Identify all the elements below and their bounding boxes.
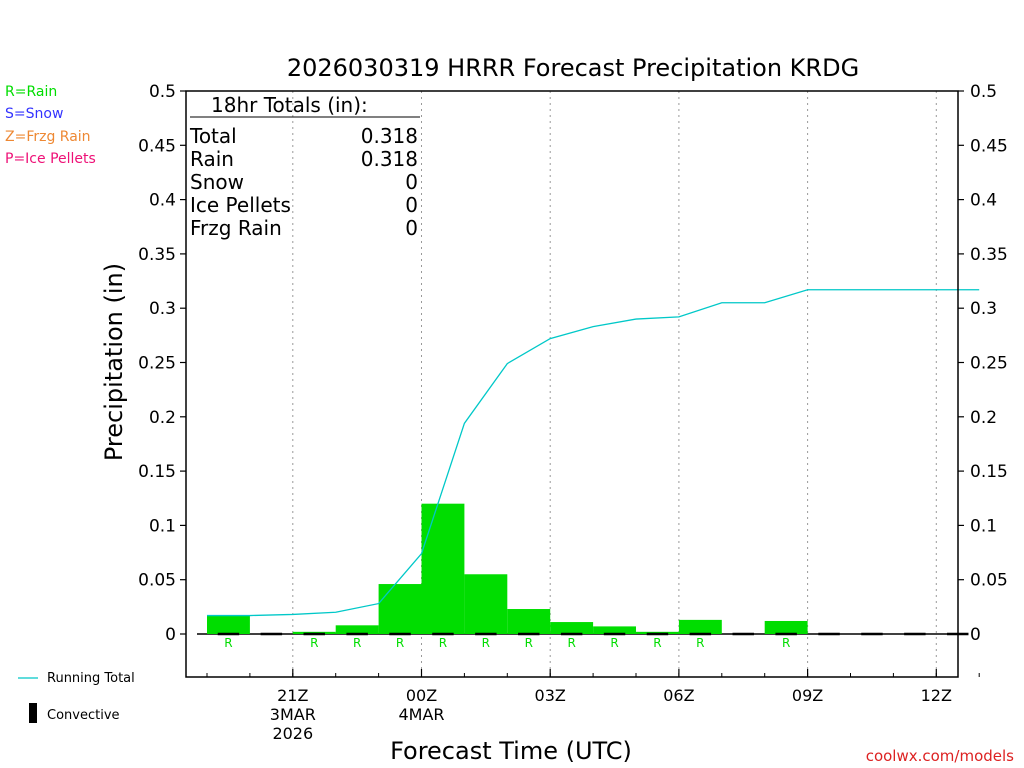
y-tick-label-right: 0.2 [970, 408, 997, 428]
plot-frame [185, 90, 959, 678]
totals-label-total: Total [189, 124, 237, 148]
x-tick-label: 03Z [535, 686, 566, 705]
ptype-marker: R [653, 636, 661, 650]
ptype-marker: R [610, 636, 618, 650]
axes: 0 00.05 0.050.1 0.10.15 0.150.2 0.20.25 0.250.… [138, 82, 1008, 743]
totals-value-snow: 0 [405, 170, 418, 194]
ptype-marker: R [696, 636, 704, 650]
totals-box: 18hr Totals (in): Total 0.318 Rain 0.318… [189, 93, 420, 240]
y-tick-label-right: 0.35 [970, 245, 1008, 265]
y-tick-label-left: 0.25 [138, 354, 176, 374]
bar-hour-7 [464, 574, 508, 634]
totals-value-rain: 0.318 [361, 147, 418, 171]
y-axis-label: Precipitation (in) [100, 263, 128, 461]
bar-hour-14 [764, 620, 808, 634]
x-tick-label: 00Z [406, 686, 437, 705]
ptype-marker: R [353, 636, 361, 650]
ptype-marker: R [224, 636, 232, 650]
x-tick-sublabel: 3MAR [270, 705, 316, 724]
ptype-marker: R [782, 636, 790, 650]
y-tick-label-left: 0.4 [149, 191, 176, 211]
bar-hour-1 [207, 615, 250, 634]
y-tick-label-right: 0.4 [970, 191, 997, 211]
legend-rain: R=Rain [5, 84, 57, 100]
bar-hour-9 [550, 622, 594, 634]
running-total-line [207, 289, 980, 617]
y-tick-label-left: 0.5 [149, 82, 176, 102]
y-tick-label-left: 0.3 [149, 299, 176, 319]
totals-label-snow: Snow [190, 170, 244, 194]
x-tick-label: 12Z [921, 686, 952, 705]
y-tick-label-left: 0.15 [138, 462, 176, 482]
bar-hour-6 [421, 503, 465, 634]
totals-value-frzg-rain: 0 [405, 216, 418, 240]
ptype-marker: R [396, 636, 404, 650]
y-tick-label-left: 0.05 [138, 571, 176, 591]
x-tick-year-label: 2026 [272, 724, 313, 743]
legend-snow: S=Snow [5, 106, 63, 122]
grid-lines [197, 91, 958, 677]
ptype-marker: R [567, 636, 575, 650]
y-tick-label-left: 0.1 [149, 516, 176, 536]
legend-convective: Convective [47, 708, 120, 723]
ptype-marker: R [525, 636, 533, 650]
y-tick-label-left: 0.45 [138, 136, 176, 156]
bar-hour-12 [678, 619, 722, 634]
y-tick-label-right: 0.05 [970, 571, 1008, 591]
y-tick-label-right: 0.5 [970, 82, 997, 102]
totals-label-ice-pellets: Ice Pellets [190, 193, 291, 217]
totals-value-ice-pellets: 0 [405, 193, 418, 217]
y-tick-label-left: 0 [165, 625, 176, 645]
legend-running-total: Running Total [47, 671, 135, 686]
bar-hour-8 [507, 609, 551, 634]
chart-title: 2026030319 HRRR Forecast Precipitation K… [287, 54, 859, 82]
ptype-marker: R [482, 636, 490, 650]
ptype-marker: R [310, 636, 318, 650]
y-tick-label-right: 0.45 [970, 136, 1008, 156]
y-tick-label-right: 0.15 [970, 462, 1008, 482]
totals-label-rain: Rain [190, 147, 234, 171]
totals-header: 18hr Totals (in): [211, 93, 368, 117]
totals-value-total: 0.318 [361, 124, 418, 148]
legend-ice-pellets: P=Ice Pellets [5, 151, 96, 167]
bar-hour-10 [593, 626, 636, 634]
bar-hour-4 [335, 625, 379, 634]
y-tick-label-left: 0.2 [149, 408, 176, 428]
x-tick-label: 06Z [663, 686, 694, 705]
y-tick-label-right: 0 [970, 625, 981, 645]
bar-hour-5 [378, 584, 422, 634]
convective-swatch [29, 703, 37, 723]
x-tick-label: 09Z [792, 686, 823, 705]
x-tick-label: 21Z [277, 686, 308, 705]
running-total-polyline [207, 289, 980, 617]
y-tick-label-right: 0.25 [970, 354, 1008, 374]
y-tick-label-right: 0.1 [970, 516, 997, 536]
y-tick-label-right: 0.3 [970, 299, 997, 319]
totals-label-frzg-rain: Frzg Rain [190, 216, 282, 240]
y-tick-label-left: 0.35 [138, 245, 176, 265]
bars [207, 503, 969, 636]
legend-frzg-rain: Z=Frzg Rain [5, 129, 91, 145]
ptype-marker: R [439, 636, 447, 650]
x-axis-label: Forecast Time (UTC) [390, 737, 632, 765]
credit-text: coolwx.com/models [866, 747, 1014, 765]
x-tick-sublabel: 4MAR [398, 705, 444, 724]
